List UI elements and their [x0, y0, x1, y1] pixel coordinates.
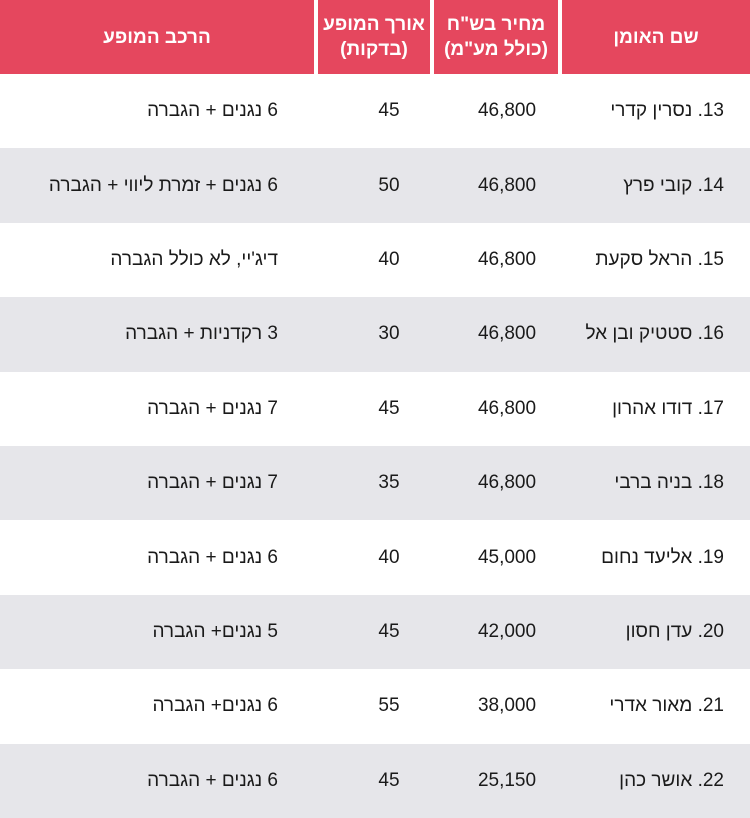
price-cell: 45,000	[477, 546, 537, 568]
artist-name-cell: 21. מאור אדרי	[562, 695, 750, 717]
length-cell: 40	[378, 248, 400, 270]
price-cell: 46,800	[477, 248, 537, 270]
table-row: 18. בניה ברבי 46,800 35 7 נגנים + הגברה	[0, 445, 750, 521]
row-number: 20.	[697, 620, 724, 642]
artist-name-cell: 22. אושר כהן	[562, 770, 750, 792]
artist-name-cell: 15. הראל סקעת	[562, 249, 750, 271]
artist-name-cell: 13. נסרין קדרי	[562, 100, 750, 122]
artist-name-cell: 14. קובי פרץ	[562, 175, 750, 197]
artist-name-cell: 19. אליעד נחום	[562, 547, 750, 569]
price-cell: 38,000	[477, 695, 537, 717]
setup-cell: 3 רקדניות + הגברה	[125, 323, 278, 345]
artist-name: אליעד נחום	[601, 546, 693, 568]
artist-name: הראל סקעת	[595, 248, 693, 270]
header-setup: הרכב המופע	[0, 0, 314, 74]
length-cell: 45	[378, 769, 400, 791]
artist-name-cell: 20. עדן חסון	[562, 621, 750, 643]
header-price-vat-note: (כולל מע"מ)	[444, 39, 548, 60]
length-cell: 45	[378, 620, 400, 642]
length-cell: 35	[378, 472, 400, 494]
artist-name: עדן חסון	[625, 620, 693, 642]
setup-cell: 6 נגנים+ הגברה	[152, 695, 278, 717]
header-length-label: אורך המופע	[323, 14, 425, 35]
artist-name: קובי פרץ	[623, 174, 693, 196]
artist-name: מאור אדרי	[609, 695, 693, 717]
setup-cell: 6 נגנים + הגברה	[147, 546, 278, 568]
table-row: 15. הראל סקעת 46,800 40 דיג'יי, לא כולל …	[0, 222, 750, 298]
row-number: 18.	[697, 472, 724, 494]
row-number: 22.	[697, 769, 724, 791]
artist-name-cell: 18. בניה ברבי	[562, 472, 750, 494]
price-cell: 25,150	[477, 769, 537, 791]
row-number: 15.	[697, 248, 724, 270]
table-row: 13. נסרין קדרי 46,800 45 6 נגנים + הגברה	[0, 74, 750, 149]
setup-cell: 7 נגנים + הגברה	[147, 472, 278, 494]
table-header: שם האומן מחיר בש"ח (כולל מע"מ) אורך המופ…	[0, 0, 750, 74]
length-cell: 45	[378, 100, 400, 122]
table-row: 20. עדן חסון 42,000 45 5 נגנים+ הגברה	[0, 594, 750, 670]
artist-name-cell: 16. סטטיק ובן אל	[562, 323, 750, 345]
setup-cell: 5 נגנים+ הגברה	[152, 620, 278, 642]
header-price-label: מחיר בש"ח	[446, 14, 546, 35]
setup-cell: דיג'יי, לא כולל הגברה	[110, 248, 278, 270]
length-cell: 30	[378, 323, 400, 345]
row-number: 13.	[697, 100, 724, 122]
artist-name: סטטיק ובן אל	[585, 323, 693, 345]
setup-cell: 6 נגנים + הגברה	[147, 769, 278, 791]
price-cell: 46,800	[477, 323, 537, 345]
row-number: 16.	[697, 323, 724, 345]
table-row: 14. קובי פרץ 46,800 50 6 נגנים + זמרת לי…	[0, 148, 750, 223]
setup-cell: 7 נגנים + הגברה	[147, 397, 278, 419]
length-cell: 45	[378, 397, 400, 419]
header-price: מחיר בש"ח (כולל מע"מ)	[434, 0, 558, 74]
artist-name-cell: 17. דודו אהרון	[562, 398, 750, 420]
row-number: 17.	[697, 397, 724, 419]
table-row: 16. סטטיק ובן אל 46,800 30 3 רקדניות + ה…	[0, 297, 750, 372]
length-cell: 40	[378, 546, 400, 568]
setup-cell: 6 נגנים + זמרת ליווי + הגברה	[48, 174, 278, 196]
length-cell: 50	[378, 174, 400, 196]
price-cell: 46,800	[477, 100, 537, 122]
table-row: 21. מאור אדרי 38,000 55 6 נגנים+ הגברה	[0, 669, 750, 744]
price-cell: 46,800	[477, 472, 537, 494]
artist-name: נסרין קדרי	[610, 100, 693, 122]
setup-cell: 6 נגנים + הגברה	[147, 100, 278, 122]
table-row: 19. אליעד נחום 45,000 40 6 נגנים + הגברה	[0, 520, 750, 595]
table-row: 17. דודו אהרון 46,800 45 7 נגנים + הגברה	[0, 371, 750, 446]
row-number: 19.	[697, 546, 724, 568]
artist-name: אושר כהן	[619, 769, 693, 791]
table-row: 22. אושר כהן 25,150 45 6 נגנים + הגברה	[0, 743, 750, 818]
price-cell: 42,000	[477, 620, 537, 642]
price-cell: 46,800	[477, 174, 537, 196]
price-cell: 46,800	[477, 397, 537, 419]
header-length: אורך המופע (בדקות)	[318, 0, 430, 74]
row-number: 21.	[697, 695, 724, 717]
length-cell: 55	[378, 695, 400, 717]
header-artist-name-label: שם האומן	[613, 26, 699, 48]
header-artist-name: שם האומן	[562, 0, 750, 74]
artist-name: בניה ברבי	[614, 472, 693, 494]
artist-name: דודו אהרון	[612, 397, 693, 419]
header-length-unit: (בדקות)	[340, 39, 408, 60]
row-number: 14.	[697, 174, 724, 196]
header-setup-label: הרכב המופע	[103, 26, 211, 48]
